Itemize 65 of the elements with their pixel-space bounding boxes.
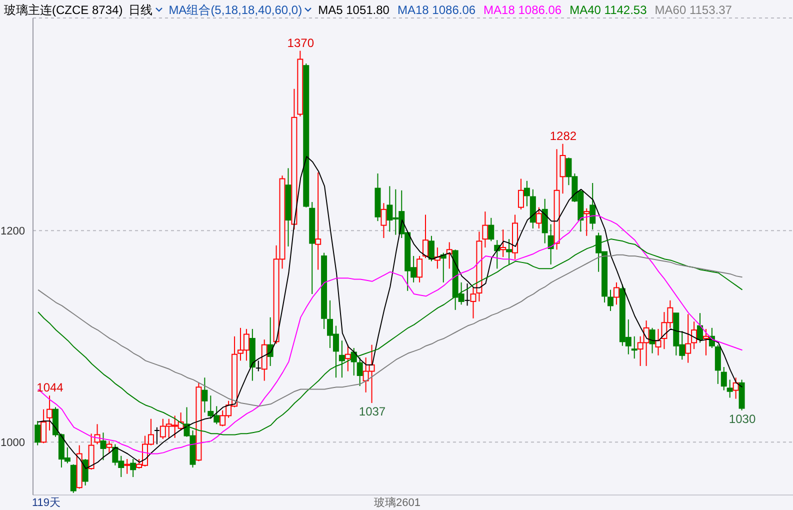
candlestick [422, 214, 428, 259]
candlestick [40, 408, 47, 444]
text: MA18 1086.06 [397, 3, 476, 17]
candlestick [356, 357, 363, 387]
y-tick-label: 1200 [0, 225, 25, 238]
candlestick [697, 312, 704, 344]
y-tick-label: 1000 [0, 437, 25, 450]
candlestick [608, 289, 614, 312]
candlestick [380, 202, 387, 238]
candlestick [560, 143, 566, 194]
candlestick [255, 360, 262, 372]
candlestick [702, 328, 709, 356]
candlestick [428, 235, 434, 262]
text: MA60 1153.37 [654, 3, 732, 17]
candlestick [124, 458, 130, 474]
annotation: 1037 [358, 404, 386, 419]
candlestick [500, 229, 506, 258]
text: MA18 1086.06 [484, 3, 562, 17]
chart-subtitle: 日线 [128, 2, 153, 18]
text: MA组合(5,18,18,40,60,0) [168, 2, 302, 18]
candlestick [154, 426, 160, 445]
annotation: 1030 [728, 412, 756, 426]
candlestick [685, 314, 692, 364]
candlestick [464, 282, 470, 306]
candlestick [714, 344, 721, 384]
text: 玻璃2601 [374, 496, 420, 510]
candlestick [655, 328, 662, 356]
candlestick [542, 198, 548, 244]
candlestick [584, 208, 590, 236]
candlestick [482, 211, 488, 248]
candlestick [446, 242, 452, 270]
candlestick [524, 180, 530, 207]
candlestick [536, 206, 542, 229]
candlestick [106, 440, 112, 454]
candlestick [34, 420, 41, 446]
line-series [38, 254, 743, 407]
annotation: 1370 [287, 36, 314, 50]
candlestick [88, 433, 94, 470]
candlestick [416, 255, 423, 283]
candlestick [732, 377, 739, 400]
text: MA40 1142.53 [570, 3, 647, 17]
chart-title: 玻璃主连(CZCE 8734) [4, 2, 123, 18]
annotation: 1282 [550, 128, 577, 143]
candlestick [82, 458, 88, 486]
candlestick [590, 182, 596, 230]
candlestick [726, 379, 733, 398]
candlestick [470, 287, 476, 319]
text: MA5 1051.80 [318, 3, 390, 17]
candlestick [338, 340, 345, 378]
candlestick [202, 377, 208, 414]
candlestick [631, 336, 638, 360]
annotation: 1044 [36, 380, 64, 395]
candlestick [315, 172, 322, 270]
candlestick [613, 282, 620, 306]
candlestick [46, 395, 53, 431]
text: 119天 [32, 496, 61, 510]
candlestick [548, 224, 554, 265]
candlestick [100, 432, 106, 461]
candlestick [720, 366, 727, 391]
candlestick [649, 327, 656, 354]
candlestick [130, 458, 136, 478]
candlestick [488, 217, 494, 242]
candlestick [518, 178, 524, 210]
candlestick [691, 321, 698, 350]
candlestick [344, 344, 351, 372]
